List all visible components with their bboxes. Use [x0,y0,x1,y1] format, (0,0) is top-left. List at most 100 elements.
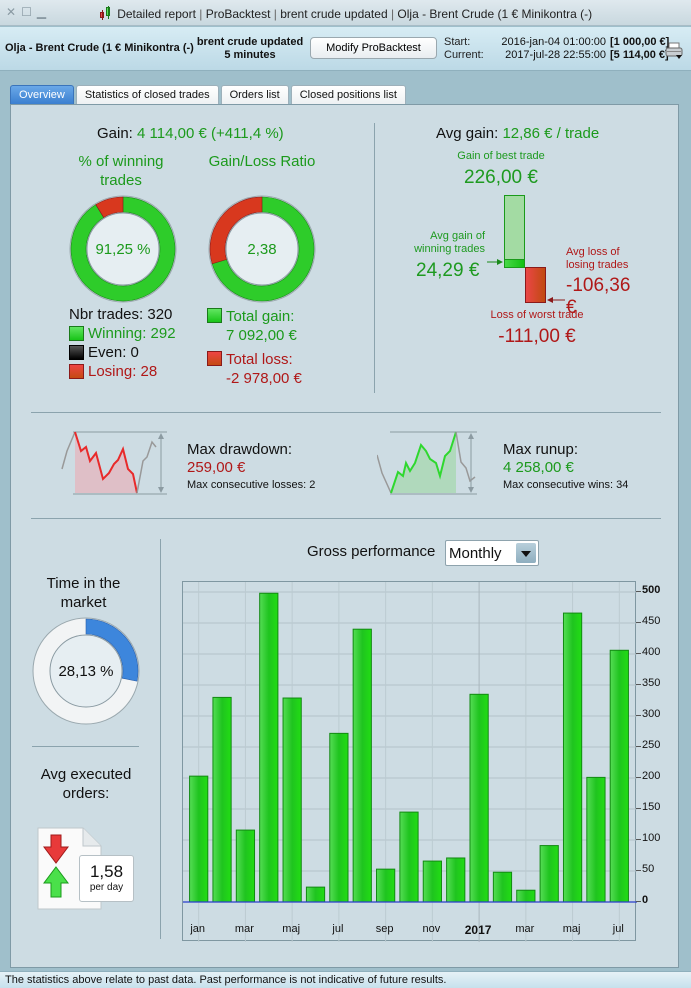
drawdown-label: Max drawdown: [187,441,293,458]
legend-losing: Losing: 28 [69,363,157,380]
avg-loss-arrow-icon [547,297,565,303]
avg-gain-summary: Avg gain: 12,86 € / trade [436,125,599,142]
worst-trade-label: Loss of worst trade [490,309,584,321]
y-tick-label: 250 [642,739,661,751]
avg-loss-value: -106,36 € [566,275,631,318]
minimize-window-icon[interactable]: ▁ [36,5,47,19]
current-label: Current: [444,49,484,61]
gain-summary: Gain: 4 114,00 € (+411,4 %) [97,125,284,142]
tab-closed-positions-list[interactable]: Closed positions list [290,85,406,104]
chart-divider [160,539,161,939]
x-tick-label: mar [515,923,535,935]
best-trade-bar [504,195,525,268]
gain-value: 4 114,00 € (+411,4 %) [137,125,284,142]
period-selected-value: Monthly [449,545,502,562]
total-loss-label: Total loss: [226,351,293,368]
y-tick-label: 350 [642,677,661,689]
x-tick-label: nov [422,923,441,935]
x-tick-label: mar [234,923,254,935]
winning-count: Winning: 292 [88,325,176,342]
nbr-trades-text: Nbr trades: 320 [69,306,173,323]
x-tick-label: sep [375,923,394,935]
bar-2016-03 [235,829,256,903]
chevron-down-icon[interactable] [516,543,536,563]
avg-win-value: 24,29 € [416,260,480,281]
tab-orders-list[interactable]: Orders list [220,85,289,104]
y-tick-mark [636,591,641,592]
total-gain-text: Total gain: 7 092,00 € [226,307,297,345]
losing-arc [95,196,124,218]
gross-performance-label: Gross performance [307,543,436,560]
y-tick-label: 450 [642,615,661,627]
avg-loss-label: Avg loss of losing trades [566,246,629,271]
ratio-value: 2,38 [247,241,277,258]
total-gain-arc [211,196,315,302]
modify-probacktest-button[interactable]: Modify ProBacktest [310,37,437,59]
report-header: Olja - Brent Crude (1 € Minikontra (-) b… [0,27,691,71]
gain-loss-ratio-donut [208,195,316,303]
drawdown-sparkline-icon [61,431,167,495]
bar-2016-07 [329,732,349,903]
avg-orders-value: 1,58 [89,862,124,881]
bar-2017-07 [609,649,629,903]
orders-per-day-badge: 1,58 per day [79,855,134,902]
title-part-instrument: Olja - Brent Crude (1 € Minikontra (-) [397,7,593,21]
y-tick-mark [636,684,641,685]
date-range: Start: 2016-jan-04 01:00:00 [1 000,00 €]… [444,36,669,62]
y-tick-mark [636,746,641,747]
bar-2017-04 [539,845,559,903]
tab-overview[interactable]: Overview [10,85,74,104]
y-tick-label: 200 [642,770,661,782]
worst-trade-value: -111,00 € [498,326,576,347]
x-tick-label: jul [612,923,624,935]
bar-2016-10 [399,811,419,903]
bar-2017-03 [516,889,536,903]
bar-2016-08 [352,628,372,903]
gain-label: Gain: [97,125,133,142]
winning-pct-value: 91,25 % [95,241,151,258]
tab-statistics-closed-trades[interactable]: Statistics of closed trades [75,85,219,104]
legend-total-loss: Total loss: -2 978,00 € [207,350,302,388]
y-tick-mark [636,653,641,654]
maximize-window-icon[interactable]: ☐ [21,5,32,19]
bar-2016-12 [446,857,466,903]
current-date: 2017-jul-28 22:55:00 [505,49,606,61]
time-in-market-title: Time in the market [46,575,121,611]
y-tick-label: 150 [642,801,661,813]
left-divider [32,746,139,747]
winning-swatch [69,326,84,341]
time-in-market-value: 28,13 % [58,663,114,680]
y-tick-label: 0 [642,894,649,906]
total-loss-text: Total loss: -2 978,00 € [226,350,302,388]
avg-win-label: Avg gain of winning trades [414,230,485,255]
best-trade-label: Gain of best trade [457,150,545,162]
time-in-market-donut [32,617,140,725]
avg-orders-unit: per day [89,882,124,893]
best-trade-value: 226,00 € [464,167,538,188]
start-amount: [1 000,00 €] [610,36,670,48]
avg-win-arrow-icon [487,259,503,265]
winning-trades-donut [69,195,177,303]
y-tick-label: 50 [642,863,655,875]
even-count: Even: 0 [88,344,139,361]
total-gain-value: 7 092,00 € [226,327,297,344]
x-tick-label: jan [190,923,206,935]
disclaimer-bar: The statistics above relate to past data… [0,971,691,988]
avg-loss-bar [525,267,546,303]
y-tick-label: 100 [642,832,661,844]
consecutive-wins: Max consecutive wins: 34 [503,479,629,491]
close-window-icon[interactable]: ✕ [6,5,17,19]
gain-loss-ratio-title: Gain/Loss Ratio [208,153,316,170]
bar-2016-11 [422,860,442,903]
instrument-name: Olja - Brent Crude (1 € Minikontra (-) [5,42,194,54]
y-tick-label: 300 [642,708,661,720]
y-tick-label: 400 [642,646,661,658]
strategy-name: brent crude updated [196,36,304,48]
bar-2016-04 [259,592,279,903]
y-tick-mark [636,870,641,871]
y-tick-mark [636,808,641,809]
total-loss-value: -2 978,00 € [226,370,302,387]
period-select[interactable]: Monthly [445,540,539,566]
avg-gain-label: Avg gain: [436,125,499,142]
printer-icon[interactable] [665,42,683,60]
